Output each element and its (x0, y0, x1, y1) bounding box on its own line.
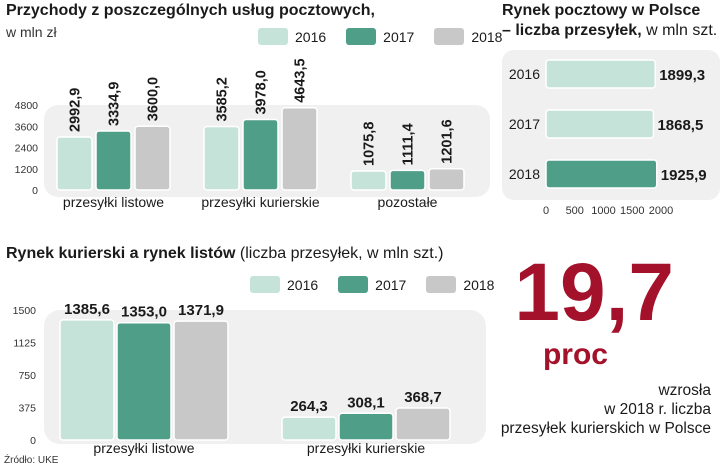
chart1-category-label: przesyłki listowe (63, 194, 164, 210)
chart3-data-label: 308,1 (347, 394, 385, 411)
chart3-data-label: 264,3 (290, 398, 328, 415)
chart3-data-label: 1371,9 (178, 302, 224, 319)
chart2-title: Rynek pocztowy w Polsce (502, 2, 701, 19)
legend2-swatch-2018 (426, 276, 457, 293)
highlight-text-line-1: wzrosła (658, 382, 711, 399)
chart2-x-tick: 2000 (649, 205, 673, 217)
legend-swatch-2017 (346, 28, 377, 45)
chart3-category-label: przesyłki kurierskie (307, 440, 425, 456)
chart1-y-tick: 4800 (15, 100, 39, 112)
chart2-x-tick: 0 (543, 205, 549, 217)
chart1-bar (281, 107, 318, 191)
chart1-data-label: 3334,9 (107, 82, 123, 126)
legend2-swatch-2016 (250, 276, 280, 293)
legend2-label-2018: 2018 (463, 276, 495, 293)
chart2-bar (545, 159, 658, 189)
chart3-legend: 2016 2017 2018 (250, 276, 508, 293)
chart1-bar (242, 118, 279, 191)
chart1-revenue-bar-chart: 4800 3600 2400 1200 0 2992,9 3334,9 3600,0 przes… (15, 58, 490, 210)
chart3-data-label: 1385,6 (64, 301, 110, 318)
chart1-bar (428, 167, 465, 191)
chart1-y-tick: 1200 (15, 164, 39, 176)
chart1-data-label: 2992,9 (68, 88, 84, 132)
chart1-subtitle: w mln zł (6, 24, 57, 40)
legend2-item-2018: 2018 (426, 276, 494, 293)
chart1-data-label: 1111,4 (401, 123, 417, 165)
chart3-y-tick: 1500 (13, 305, 37, 317)
chart1-data-label: 1075,8 (362, 122, 378, 166)
chart2-x-tick: 1500 (620, 205, 644, 217)
legend-swatch-2016 (258, 28, 288, 45)
chart3-category-label: przesyłki listowe (93, 440, 194, 456)
chart2-x-tick: 500 (566, 205, 584, 217)
chart2-data-label: 1899,3 (659, 67, 705, 84)
chart2-year-label: 2018 (509, 166, 540, 182)
chart3-y-tick: 0 (30, 435, 36, 447)
legend2-swatch-2017 (338, 276, 369, 293)
chart1-category-label: pozostałe (378, 194, 438, 210)
chart3-data-label: 368,7 (404, 389, 442, 406)
chart1-category-label: przesyłki kurierskie (201, 194, 319, 210)
chart2-title-line2: – liczba przesyłek, w mln szt. (502, 22, 717, 40)
highlight-text-line-2: w 2018 r. liczba (604, 401, 711, 418)
legend-swatch-2018 (434, 28, 465, 45)
chart1-bar (203, 125, 240, 191)
chart2-x-tick: 1000 (591, 205, 615, 217)
highlight-number: 19,7 (514, 247, 674, 338)
chart3-bar (59, 319, 115, 441)
chart2-bar (545, 109, 655, 139)
chart1-data-label: 4643,5 (293, 58, 309, 102)
chart1-y-tick: 2400 (15, 143, 39, 155)
chart3-courier-vs-letters-bar-chart: 1500 1125 750 375 0 1385,6 1353,0 1371,9 przesył… (13, 301, 486, 456)
chart2-data-label: 1868,5 (657, 117, 703, 134)
chart1-bar (56, 136, 93, 191)
chart2-bar (545, 59, 656, 89)
legend-label-2018: 2018 (471, 28, 503, 45)
chart2-postal-market-bar-chart: 2016 1899,3 2017 1868,5 2018 1925,9 0 500 1000 15… (502, 50, 720, 217)
chart3-y-tick: 1125 (13, 338, 36, 350)
legend-item-2017: 2017 (346, 28, 414, 45)
chart1-bar (134, 125, 171, 191)
legend-label-2016: 2016 (295, 28, 327, 45)
chart1-bar (95, 130, 132, 191)
chart1-y-tick: 3600 (15, 121, 39, 133)
chart3-bar (281, 416, 337, 441)
chart2-data-label: 1925,9 (661, 167, 707, 184)
highlight-text-line-3: przesyłek kurierskich w Polsce (500, 420, 711, 437)
chart1-legend: 2016 2017 2018 (258, 28, 516, 45)
chart2-year-label: 2017 (509, 116, 540, 132)
chart3-bar (173, 320, 229, 441)
chart3-title-unit: (liczba przesyłek, w mln szt.) (235, 245, 444, 262)
highlight-unit: proc (542, 338, 608, 371)
source-note: Źródło: UKE (4, 455, 59, 466)
legend-label-2017: 2017 (383, 28, 415, 45)
legend-item-2018: 2018 (434, 28, 502, 45)
chart1-bar (350, 170, 387, 191)
chart1-data-label: 3585,2 (215, 77, 231, 121)
chart3-bar (395, 407, 451, 441)
chart1-data-label: 3600,0 (146, 77, 162, 121)
chart3-title-line: Rynek kurierski a rynek listów (liczba p… (6, 245, 444, 263)
legend2-item-2017: 2017 (338, 276, 406, 293)
chart1-data-label: 1201,6 (440, 119, 456, 163)
chart3-y-tick: 375 (18, 403, 36, 415)
chart3-title: Rynek kurierski a rynek listów (6, 245, 236, 262)
chart3-bar (116, 321, 172, 441)
chart1-y-tick: 0 (32, 185, 38, 197)
chart1-title: Przychody z poszczególnych usług pocztow… (6, 2, 375, 19)
legend-item-2016: 2016 (258, 28, 326, 45)
chart1-bar (389, 169, 426, 191)
chart2-title-bold: – liczba przesyłek, (502, 22, 642, 39)
chart2-title-unit: w mln szt. (641, 22, 718, 39)
legend2-label-2017: 2017 (375, 276, 407, 293)
chart3-y-tick: 750 (18, 370, 36, 382)
chart1-data-label: 3978,0 (254, 70, 270, 114)
highlight-text: wzrosła w 2018 r. liczba przesyłek kurie… (501, 381, 711, 438)
legend2-item-2016: 2016 (250, 276, 318, 293)
chart3-bar (338, 412, 394, 441)
legend2-label-2016: 2016 (287, 276, 319, 293)
chart3-data-label: 1353,0 (121, 304, 167, 321)
chart2-year-label: 2016 (509, 66, 540, 82)
